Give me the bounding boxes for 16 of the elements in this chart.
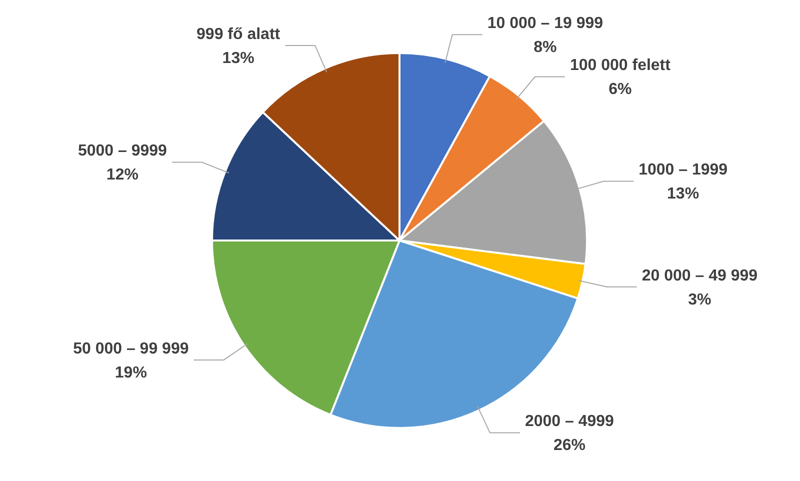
slice-label: 2000 – 4999: [524, 413, 614, 430]
data-label: 8%: [534, 39, 557, 56]
data-label: 6%: [608, 81, 632, 98]
slice-label: 5000 – 9999: [78, 142, 168, 160]
data-label: 12%: [106, 166, 138, 184]
data-label: 19%: [114, 364, 147, 382]
slice-label: 999 fő alatt: [196, 26, 281, 43]
slice-label: 1000 – 1999: [638, 162, 728, 179]
data-label: 13%: [667, 186, 700, 203]
data-label: 13%: [222, 50, 254, 67]
data-label: 3%: [688, 291, 712, 308]
data-label: 26%: [553, 437, 586, 454]
slice-label: 20 000 – 49 999: [642, 267, 758, 284]
slice-label: 100 000 felett: [570, 57, 672, 74]
slice-label: 50 000 – 99 999: [73, 340, 189, 358]
slice-label: 10 000 – 19 999: [487, 15, 604, 32]
